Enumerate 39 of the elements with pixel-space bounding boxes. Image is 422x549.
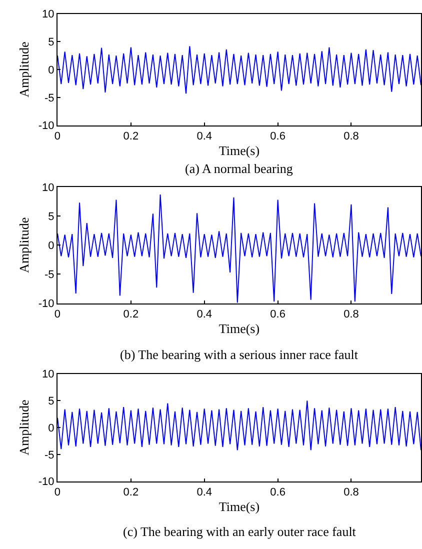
x-tick-label: 0.6 [270, 130, 286, 143]
x-tick-label: 0.6 [270, 486, 286, 499]
x-axis-title: Time(s) [218, 143, 260, 158]
text: (a) A normal bearing [185, 161, 294, 176]
y-axis-title: Amplitude [16, 400, 32, 456]
x-tick-label: 0.2 [123, 308, 139, 321]
y-tick-label: 5 [48, 36, 54, 49]
line-series [57, 46, 421, 94]
y-tick-label: 5 [48, 396, 54, 408]
x-tick-label: 0.8 [344, 308, 359, 321]
x-tick-label: 0.6 [270, 308, 286, 321]
line-series [57, 400, 421, 451]
y-tick-label: 0 [48, 240, 54, 252]
x-axis-title: Time(s) [218, 321, 260, 336]
y-tick-label: -10 [38, 298, 54, 310]
x-tick-label: 0.2 [123, 130, 139, 143]
y-tick-label: 0 [48, 422, 54, 434]
y-tick-label: 10 [42, 182, 54, 194]
y-tick-label: 10 [42, 368, 54, 381]
y-tick-label: 10 [42, 8, 54, 21]
text: (b) The bearing with a serious inner race fault [120, 347, 358, 362]
y-axis-title: Amplitude [16, 42, 32, 98]
y-tick-label: -10 [38, 476, 54, 488]
x-tick-label: 0.8 [344, 130, 359, 143]
y-axis-title: Amplitude [16, 217, 32, 273]
y-tick-label: 0 [48, 64, 54, 76]
line-series [57, 194, 421, 304]
x-tick-label: 0.4 [196, 308, 212, 321]
x-axis-title: Time(s) [218, 499, 260, 514]
text: (c) The bearing with an early outer race fault [123, 524, 356, 539]
x-tick-label: 0.4 [196, 486, 212, 499]
y-tick-label: -5 [44, 449, 54, 462]
y-tick-label: 5 [48, 210, 54, 223]
y-tick-label: -10 [38, 120, 54, 132]
x-tick-label: 0.4 [196, 130, 212, 143]
x-tick-label: 0.2 [123, 486, 139, 499]
y-tick-label: -5 [44, 92, 54, 104]
y-tick-label: -5 [44, 269, 54, 282]
x-tick-label: 0.8 [344, 486, 359, 499]
